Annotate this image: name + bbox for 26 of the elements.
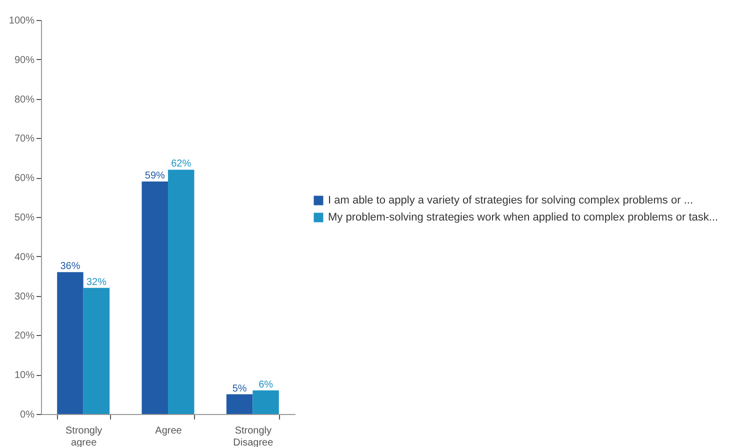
y-tick-label: 70%	[14, 134, 35, 145]
y-tick-label: 30%	[14, 291, 35, 302]
y-tick-label: 20%	[14, 330, 35, 342]
bar	[57, 272, 84, 414]
y-tick-label: 80%	[14, 94, 35, 106]
text: 36%	[60, 261, 80, 272]
legend-label: I am able to apply a variety of strategies for solving complex problems or ...	[328, 194, 693, 206]
text: 6%	[258, 379, 274, 390]
text: 5%	[232, 383, 247, 394]
y-tick-label: 90%	[14, 54, 35, 66]
bar	[252, 390, 279, 414]
text: 59%	[144, 170, 165, 182]
y-tick-label: 50%	[14, 212, 35, 224]
y-tick-label: 60%	[14, 173, 35, 184]
bar	[168, 170, 194, 414]
bar	[226, 394, 253, 414]
y-tick-label: 40%	[14, 252, 35, 263]
text: 32%	[86, 276, 106, 288]
y-tick-label: 100%	[8, 16, 35, 26]
bar	[83, 288, 110, 414]
bar	[142, 182, 168, 414]
legend-label: My problem-solving strategies work when applied to complex problems or task...	[328, 212, 718, 224]
x-tick-label: Agree	[155, 426, 182, 436]
y-tick-label: 0%	[20, 410, 35, 420]
y-tick-label: 10%	[14, 370, 35, 382]
text: 62%	[171, 158, 192, 170]
